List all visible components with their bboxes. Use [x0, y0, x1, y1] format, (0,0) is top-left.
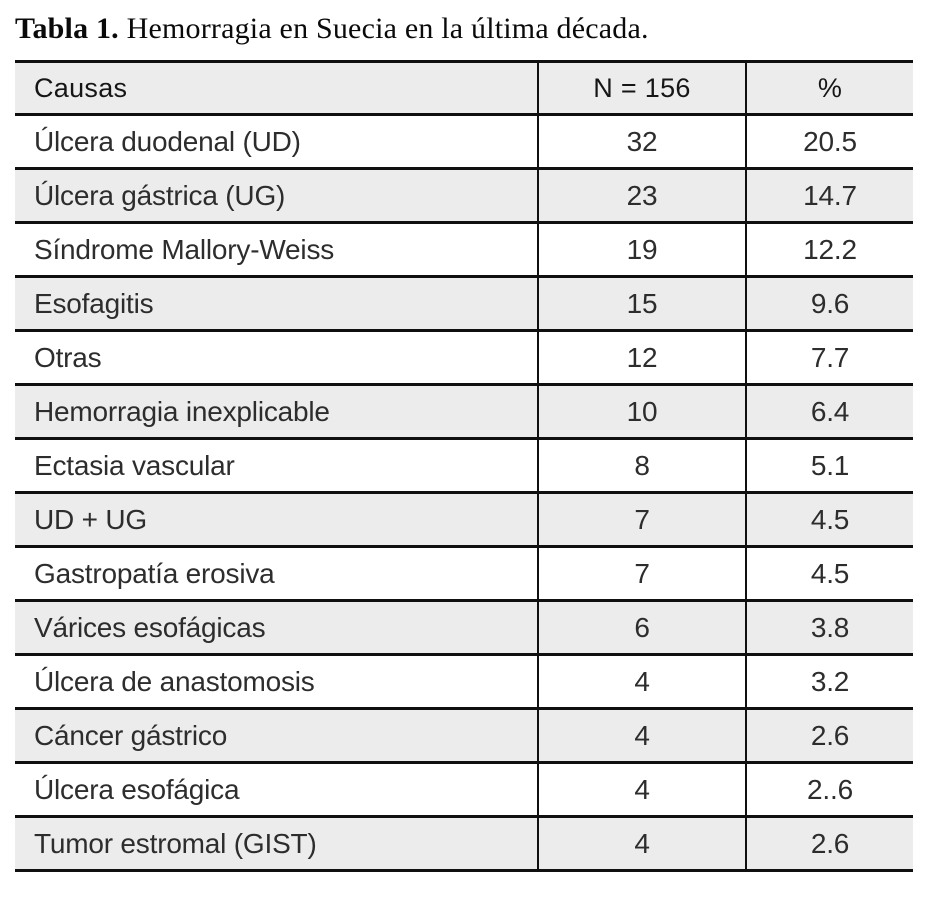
cell-n: 4 — [537, 816, 746, 872]
cell-percent: 5.1 — [745, 438, 913, 494]
cell-causa: Úlcera duodenal (UD) — [15, 114, 538, 170]
header-row: Causas N = 156 % — [15, 60, 913, 116]
cell-n: 23 — [537, 168, 746, 224]
table-caption-label: Tabla 1. — [15, 12, 119, 45]
cell-causa: Cáncer gástrico — [15, 708, 538, 764]
cell-causa: Esofagitis — [15, 276, 538, 332]
cell-percent: 14.7 — [745, 168, 913, 224]
cell-n: 7 — [537, 546, 746, 602]
cell-percent: 6.4 — [745, 384, 913, 440]
cell-causa: UD + UG — [15, 492, 538, 548]
cell-percent: 3.2 — [745, 654, 913, 710]
table-row: Úlcera de anastomosis 4 3.2 — [15, 654, 913, 710]
table-row: Ectasia vascular 8 5.1 — [15, 438, 913, 494]
cell-percent: 7.7 — [745, 330, 913, 386]
column-header-percent: % — [745, 60, 913, 116]
table-body: Úlcera duodenal (UD) 32 20.5 Úlcera gástric… — [15, 114, 913, 872]
cell-percent: 2..6 — [745, 762, 913, 818]
table-row: Esofagitis 15 9.6 — [15, 276, 913, 332]
cell-n: 15 — [537, 276, 746, 332]
cell-n: 12 — [537, 330, 746, 386]
cell-n: 8 — [537, 438, 746, 494]
cell-n: 6 — [537, 600, 746, 656]
cell-causa: Úlcera gástrica (UG) — [15, 168, 538, 224]
cell-percent: 20.5 — [745, 114, 913, 170]
cell-percent: 2.6 — [745, 816, 913, 872]
cell-causa: Gastropatía erosiva — [15, 546, 538, 602]
cell-n: 19 — [537, 222, 746, 278]
cell-percent: 12.2 — [745, 222, 913, 278]
cell-causa: Hemorragia inexplicable — [15, 384, 538, 440]
cell-causa: Síndrome Mallory-Weiss — [15, 222, 538, 278]
table-row: Úlcera esofágica 4 2..6 — [15, 762, 913, 818]
cell-n: 32 — [537, 114, 746, 170]
cell-causa: Úlcera de anastomosis — [15, 654, 538, 710]
hemorrhage-causes-table: Causas N = 156 % Úlcera duodenal (UD) 32 2… — [15, 60, 913, 872]
cell-percent: 4.5 — [745, 546, 913, 602]
cell-percent: 2.6 — [745, 708, 913, 764]
cell-n: 4 — [537, 762, 746, 818]
cell-percent: 9.6 — [745, 276, 913, 332]
cell-n: 10 — [537, 384, 746, 440]
table-row: Hemorragia inexplicable 10 6.4 — [15, 384, 913, 440]
table-row: Gastropatía erosiva 7 4.5 — [15, 546, 913, 602]
table-row: Tumor estromal (GIST) 4 2.6 — [15, 816, 913, 872]
cell-percent: 3.8 — [745, 600, 913, 656]
table-row: Úlcera duodenal (UD) 32 20.5 — [15, 114, 913, 170]
column-header-causas: Causas — [15, 60, 538, 116]
cell-n: 4 — [537, 654, 746, 710]
table-row: Otras 12 7.7 — [15, 330, 913, 386]
column-header-n: N = 156 — [537, 60, 746, 116]
cell-n: 4 — [537, 708, 746, 764]
table-row: Cáncer gástrico 4 2.6 — [15, 708, 913, 764]
table-caption: Tabla 1. Hemorragia en Suecia en la últi… — [15, 12, 937, 46]
table-row: Várices esofágicas 6 3.8 — [15, 600, 913, 656]
table-caption-text: Hemorragia en Suecia en la última década… — [126, 12, 649, 45]
cell-causa: Tumor estromal (GIST) — [15, 816, 538, 872]
cell-causa: Otras — [15, 330, 538, 386]
table-row: UD + UG 7 4.5 — [15, 492, 913, 548]
cell-causa: Ectasia vascular — [15, 438, 538, 494]
table-row: Síndrome Mallory-Weiss 19 12.2 — [15, 222, 913, 278]
table-header: Causas N = 156 % — [15, 60, 913, 116]
cell-n: 7 — [537, 492, 746, 548]
cell-causa: Várices esofágicas — [15, 600, 538, 656]
table-row: Úlcera gástrica (UG) 23 14.7 — [15, 168, 913, 224]
cell-causa: Úlcera esofágica — [15, 762, 538, 818]
cell-percent: 4.5 — [745, 492, 913, 548]
